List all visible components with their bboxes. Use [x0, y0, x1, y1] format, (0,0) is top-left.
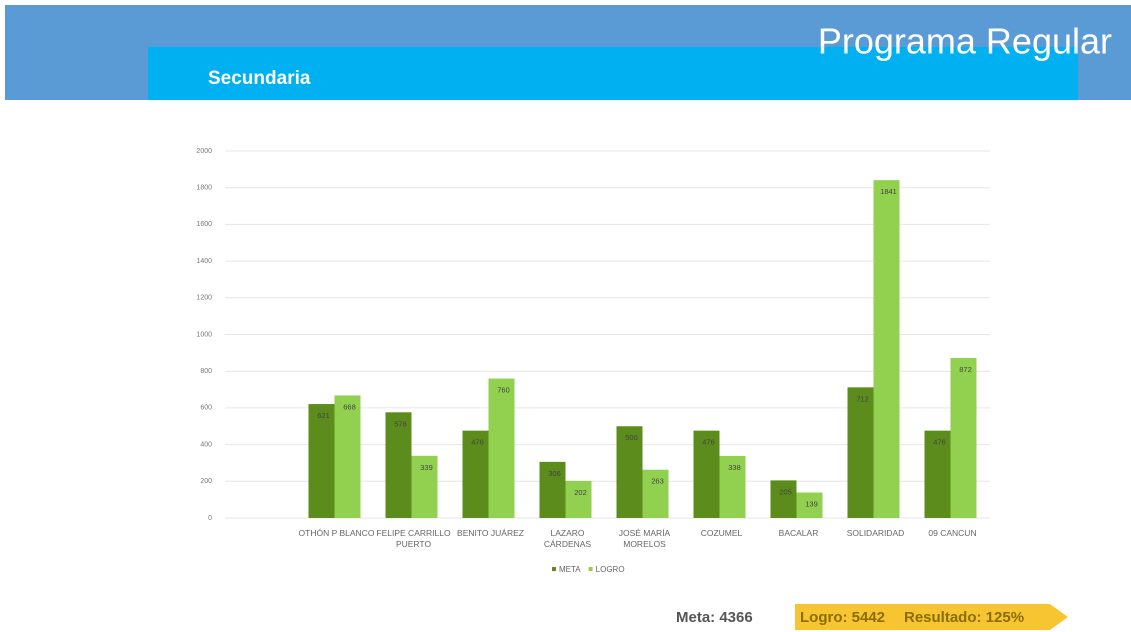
x-tick-label: 09 CANCUN	[928, 528, 977, 538]
bar	[642, 469, 669, 518]
bar	[616, 426, 643, 518]
x-tick-label: LAZARO CÁRDENAS	[543, 528, 592, 549]
y-tick-label: 1800	[196, 185, 212, 192]
data-label: 338	[728, 463, 741, 472]
data-label: 306	[548, 469, 561, 478]
x-tick-label-box: LAZARO CÁRDENAS	[543, 528, 592, 549]
bar	[796, 492, 823, 518]
x-tick-label-box: JOSÉ MARÍA MORELOS	[618, 528, 671, 549]
y-tick-label: 1000	[196, 331, 212, 338]
x-tick-label: COZUMEL	[700, 528, 743, 538]
y-tick-label: 600	[200, 405, 212, 412]
data-label: 263	[651, 477, 664, 486]
x-tick-label-box: FELIPE CARRILLO PUERTO	[376, 528, 451, 549]
bar	[873, 180, 900, 518]
bar	[385, 412, 412, 518]
x-tick-label-box: COZUMEL	[700, 528, 743, 538]
legend-label: LOGRO	[596, 565, 625, 574]
result-ribbon	[795, 604, 1068, 630]
data-label: 139	[805, 499, 818, 508]
x-tick-label: BENITO JUÁREZ	[457, 528, 524, 538]
x-tick-label: OTHÓN P BLANCO	[298, 528, 375, 538]
data-label: 202	[574, 488, 587, 497]
x-tick-label: SOLIDARIDAD	[846, 528, 905, 538]
x-tick-label-box: 09 CANCUN	[928, 528, 977, 538]
data-label: 205	[779, 487, 792, 496]
y-tick-label: 200	[200, 478, 212, 485]
legend-swatch	[552, 567, 556, 571]
footer-logro: Logro: 5442	[800, 609, 885, 626]
data-label: 339	[420, 463, 433, 472]
data-label: 621	[317, 411, 330, 420]
legend-label: META	[559, 565, 581, 574]
subheader-band	[148, 47, 1078, 100]
bar	[924, 430, 951, 518]
y-tick-label: 400	[200, 441, 212, 448]
data-label: 760	[497, 386, 510, 395]
x-tick-label: FELIPE CARRILLO PUERTO	[376, 528, 451, 549]
data-label: 1841	[880, 187, 897, 196]
data-label: 476	[702, 438, 715, 447]
data-label: 712	[856, 394, 869, 403]
slide-title: Programa Regular	[818, 21, 1112, 62]
x-tick-label-box: BENITO JUÁREZ	[457, 528, 524, 538]
data-label: 576	[394, 419, 407, 428]
bar	[462, 430, 489, 518]
footer-meta: Meta: 4366	[676, 609, 753, 626]
bar	[539, 461, 566, 518]
y-tick-label: 1400	[196, 258, 212, 265]
y-tick-label: 1200	[196, 295, 212, 302]
bar	[488, 378, 515, 518]
x-tick-label-box: BACALAR	[778, 528, 819, 538]
x-tick-label-box: SOLIDARIDAD	[846, 528, 905, 538]
bar	[565, 480, 592, 518]
y-tick-label: 2000	[196, 148, 212, 155]
bar	[719, 455, 746, 518]
slide-subtitle: Secundaria	[208, 68, 311, 89]
bar	[847, 387, 874, 518]
y-tick-label: 800	[200, 368, 212, 375]
y-tick-label: 0	[208, 515, 212, 522]
data-label: 872	[959, 365, 972, 374]
legend-swatch	[588, 567, 593, 571]
x-tick-label: JOSÉ MARÍA MORELOS	[618, 528, 671, 549]
data-label: 476	[471, 438, 484, 447]
data-label: 476	[933, 438, 946, 447]
bar	[950, 357, 977, 518]
x-tick-label-box: OTHÓN P BLANCO	[298, 528, 375, 538]
bar	[770, 480, 797, 518]
y-tick-label: 1600	[196, 221, 212, 228]
bar	[411, 455, 438, 518]
footer-resultado: Resultado: 125%	[904, 609, 1024, 626]
bar	[693, 430, 720, 518]
bar	[334, 395, 361, 518]
data-label: 668	[343, 402, 356, 411]
x-tick-label: BACALAR	[778, 528, 819, 538]
data-label: 500	[625, 433, 638, 442]
bar	[308, 404, 335, 518]
